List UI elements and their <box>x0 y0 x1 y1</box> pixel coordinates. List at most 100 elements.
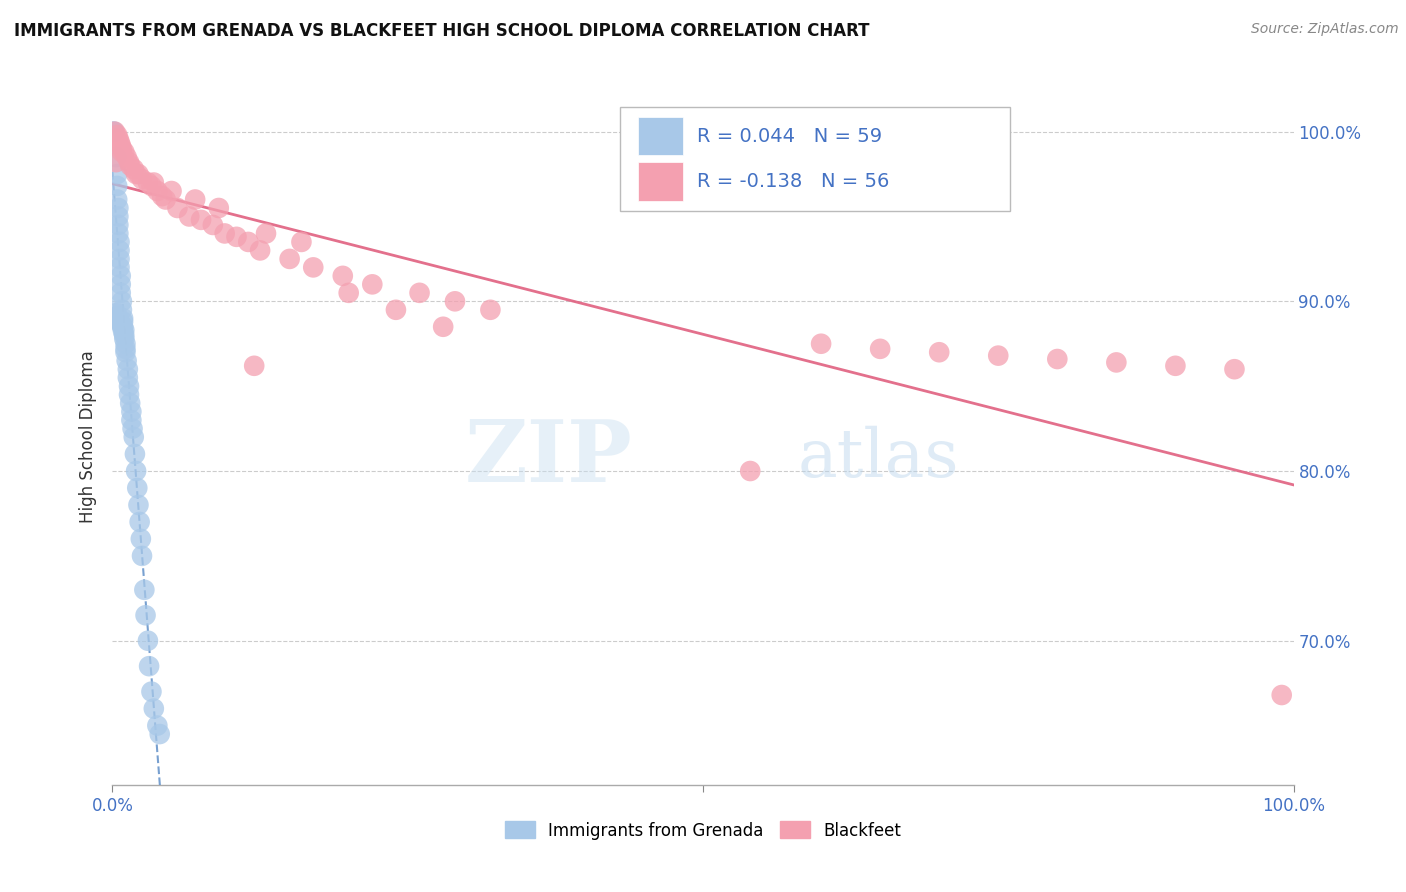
Point <box>810 336 832 351</box>
Point <box>112 319 135 334</box>
Point <box>136 633 159 648</box>
Y-axis label: High School Diploma: High School Diploma <box>79 351 97 524</box>
Point <box>110 285 132 300</box>
Point <box>214 227 236 241</box>
Point <box>111 142 134 156</box>
Point <box>112 328 135 343</box>
Point <box>138 659 160 673</box>
Point <box>112 311 135 326</box>
Point <box>201 218 224 232</box>
Point <box>155 193 177 207</box>
Point <box>141 178 163 193</box>
Point <box>111 294 134 309</box>
Point <box>141 684 163 698</box>
Point <box>149 727 172 741</box>
Point <box>112 323 135 337</box>
Point <box>408 285 430 300</box>
Point <box>107 131 129 145</box>
Point <box>184 193 207 207</box>
Point <box>120 413 142 427</box>
Point <box>121 421 143 435</box>
Point <box>120 159 142 173</box>
Point <box>1046 351 1069 366</box>
Point <box>190 212 212 227</box>
Point <box>105 310 128 324</box>
Point <box>108 260 131 275</box>
Point <box>105 306 128 320</box>
Point <box>105 155 128 169</box>
Bar <box>638 162 683 201</box>
Point <box>114 336 136 351</box>
Point <box>225 230 247 244</box>
Point <box>107 313 129 327</box>
Point <box>108 135 131 149</box>
Text: IMMIGRANTS FROM GRENADA VS BLACKFEET HIGH SCHOOL DIPLOMA CORRELATION CHART: IMMIGRANTS FROM GRENADA VS BLACKFEET HIG… <box>14 22 869 40</box>
Point <box>118 155 141 169</box>
Point <box>208 201 231 215</box>
Point <box>112 325 135 339</box>
Point <box>112 332 135 346</box>
Point <box>1105 355 1128 369</box>
Point <box>103 125 125 139</box>
Point <box>332 268 354 283</box>
Point <box>129 532 152 546</box>
Point <box>104 125 127 139</box>
Point <box>131 172 153 186</box>
Point <box>238 235 260 249</box>
Text: R = -0.138   N = 56: R = -0.138 N = 56 <box>697 172 890 191</box>
Point <box>254 227 277 241</box>
Point <box>142 701 165 715</box>
Point <box>111 302 134 317</box>
Point <box>122 430 145 444</box>
Point <box>479 302 502 317</box>
Point <box>131 549 153 563</box>
Text: ZIP: ZIP <box>464 416 633 500</box>
Point <box>107 201 129 215</box>
Point <box>361 277 384 292</box>
Point <box>1271 688 1294 702</box>
Point <box>117 362 139 376</box>
Point <box>146 718 169 732</box>
Point <box>107 227 129 241</box>
Point <box>105 167 128 181</box>
Point <box>107 210 129 224</box>
Point <box>160 184 183 198</box>
Point <box>118 379 141 393</box>
Point <box>108 235 131 249</box>
Point <box>125 464 148 478</box>
Point <box>122 161 145 176</box>
Point <box>987 349 1010 363</box>
Point <box>150 189 173 203</box>
Point <box>869 342 891 356</box>
Point <box>290 235 312 249</box>
Point <box>111 145 134 159</box>
Point <box>110 317 132 331</box>
Point <box>115 150 138 164</box>
Point <box>108 252 131 266</box>
Point <box>118 387 141 401</box>
Point <box>105 193 128 207</box>
Point <box>127 498 149 512</box>
Point <box>135 608 157 623</box>
Point <box>120 396 142 410</box>
Legend: Immigrants from Grenada, Blackfeet: Immigrants from Grenada, Blackfeet <box>498 814 908 847</box>
Text: Source: ZipAtlas.com: Source: ZipAtlas.com <box>1251 22 1399 37</box>
Point <box>740 464 762 478</box>
Point <box>278 252 301 266</box>
Point <box>112 315 135 329</box>
Point <box>337 285 360 300</box>
Point <box>107 218 129 232</box>
Point <box>114 345 136 359</box>
Point <box>112 145 135 159</box>
Point <box>385 302 408 317</box>
Point <box>146 184 169 198</box>
Point <box>166 201 188 215</box>
FancyBboxPatch shape <box>620 106 1010 211</box>
Point <box>179 210 201 224</box>
Point <box>142 176 165 190</box>
Point <box>110 138 132 153</box>
Point <box>110 268 132 283</box>
Point <box>444 294 467 309</box>
Point <box>117 370 139 384</box>
Point <box>127 481 149 495</box>
